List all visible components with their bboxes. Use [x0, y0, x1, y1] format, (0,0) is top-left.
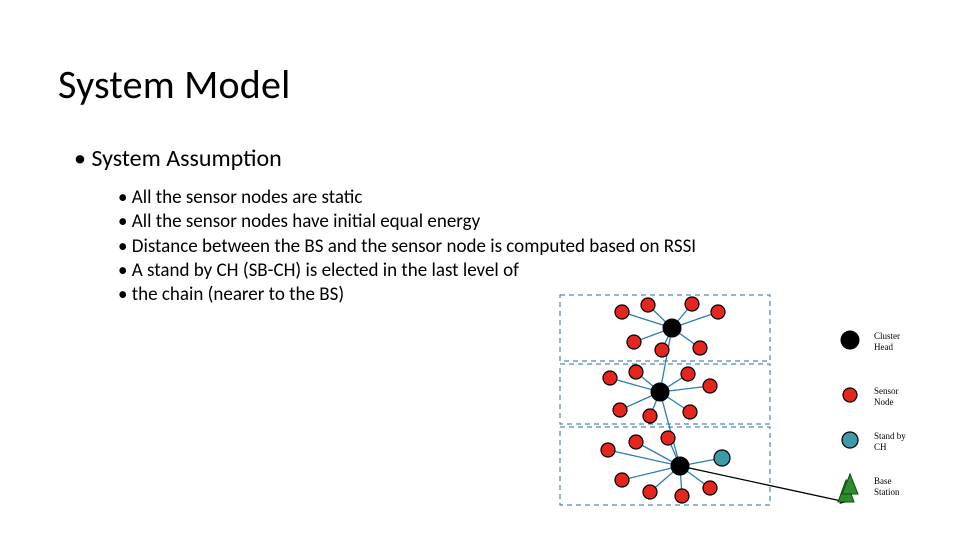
legend-label: Station: [874, 487, 900, 497]
sensor-node-icon: [703, 481, 717, 495]
sensor-node-icon: [627, 335, 641, 349]
legend-label: Base: [874, 476, 892, 486]
list-item: All the sensor nodes are static: [118, 186, 696, 210]
sensor-node-icon: [629, 365, 643, 379]
legend-standby-icon: [842, 432, 858, 448]
legend-label: Sensor: [874, 386, 899, 396]
legend-label: Head: [874, 342, 893, 352]
sensor-node-icon: [703, 379, 717, 393]
list-item: A stand by CH (SB-CH) is elected in the …: [118, 259, 696, 283]
legend-label: Node: [874, 397, 894, 407]
sensor-node-icon: [661, 431, 675, 445]
sensor-node-icon: [643, 409, 657, 423]
sensor-node-icon: [655, 343, 669, 357]
legend-label: Stand by: [874, 431, 906, 441]
sensor-node-icon: [685, 297, 699, 311]
sensor-node-icon: [641, 298, 655, 312]
sensor-node-icon: [643, 485, 657, 499]
legend-label: CH: [874, 442, 887, 452]
standby-ch-icon: [714, 450, 730, 466]
list-item: Distance between the BS and the sensor n…: [118, 235, 696, 259]
slide-subhead: System Assumption: [74, 144, 282, 173]
sensor-node-icon: [711, 305, 725, 319]
legend-cluster-head-icon: [841, 331, 859, 349]
sensor-node-icon: [683, 405, 697, 419]
cluster-head-icon: [651, 383, 669, 401]
sensor-node-icon: [681, 367, 695, 381]
slide-title: System Model: [58, 60, 290, 109]
list-item: All the sensor nodes have initial equal …: [118, 210, 696, 234]
network-diagram: ClusterHead SensorNode Stand byCH BaseStati…: [550, 290, 940, 510]
sensor-node-icon: [613, 403, 627, 417]
sensor-node-icon: [601, 443, 615, 457]
sensor-node-icon: [615, 305, 629, 319]
sensor-node-icon: [615, 473, 629, 487]
legend-sensor-icon: [843, 388, 857, 402]
legend-label: Cluster: [874, 331, 900, 341]
sensor-node-icon: [675, 489, 689, 503]
cluster-head-icon: [663, 319, 681, 337]
sensor-edge: [608, 450, 680, 466]
sensor-node-icon: [629, 435, 643, 449]
sensor-node-icon: [693, 341, 707, 355]
cluster-head-icon: [671, 457, 689, 475]
chain-edge: [660, 328, 672, 392]
sensor-node-icon: [603, 371, 617, 385]
